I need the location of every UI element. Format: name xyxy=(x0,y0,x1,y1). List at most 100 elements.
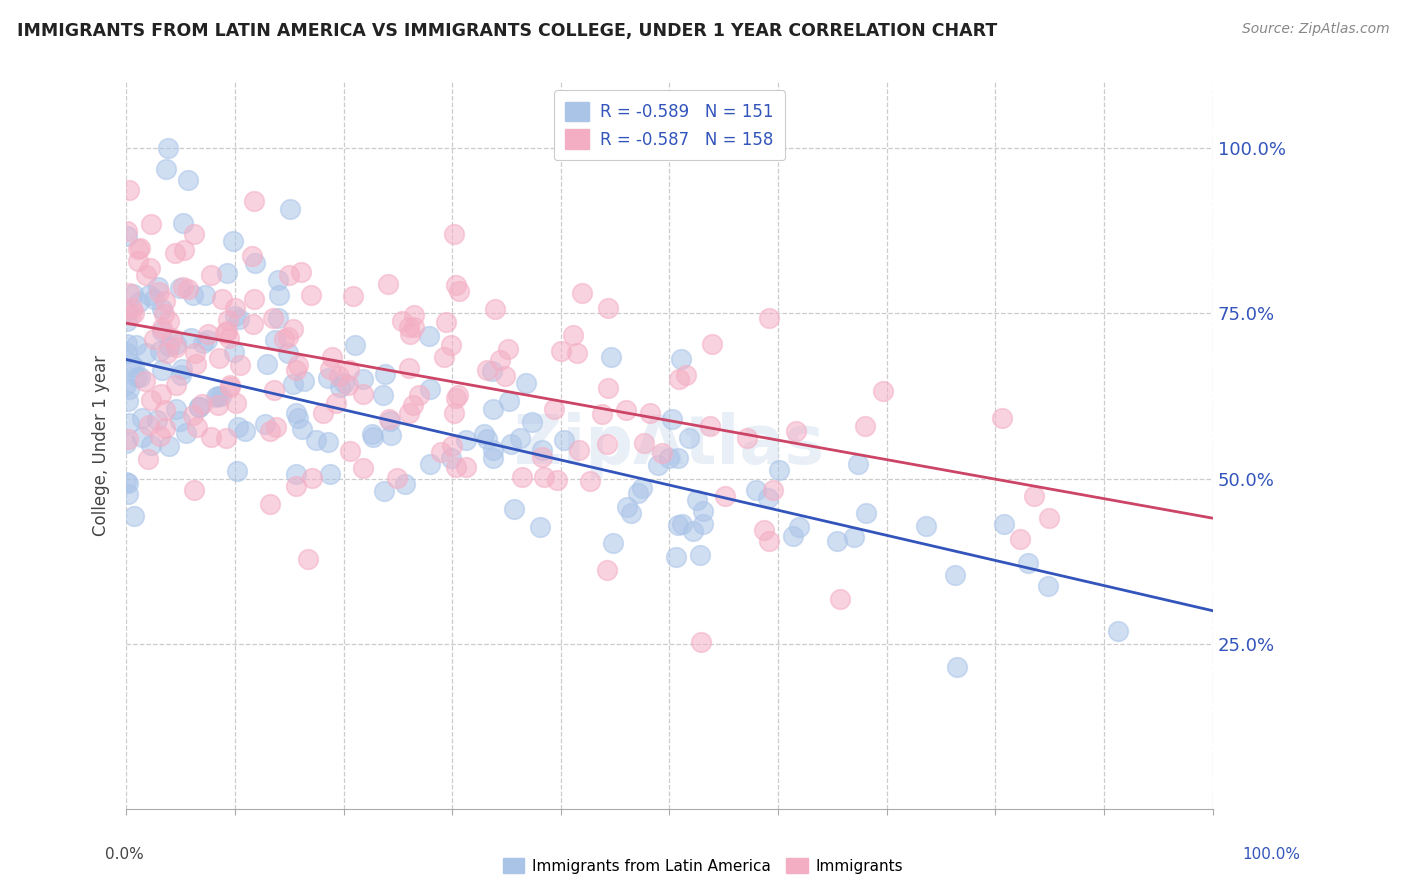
Point xyxy=(316,435,339,450)
Point xyxy=(402,309,425,323)
Point xyxy=(666,517,689,532)
Point xyxy=(328,380,350,394)
Point xyxy=(142,332,165,346)
Point xyxy=(148,285,170,300)
Point xyxy=(440,451,463,466)
Point xyxy=(319,362,342,376)
Point xyxy=(217,313,239,327)
Point xyxy=(321,350,343,364)
Point xyxy=(118,416,141,430)
Point xyxy=(290,265,312,279)
Point xyxy=(215,431,238,445)
Point xyxy=(915,518,938,533)
Point xyxy=(713,489,735,503)
Point xyxy=(259,497,281,511)
Point xyxy=(361,426,384,441)
Point xyxy=(484,301,506,316)
Point xyxy=(482,442,505,457)
Point xyxy=(433,350,456,364)
Point xyxy=(267,310,290,325)
Point xyxy=(169,281,191,295)
Point xyxy=(444,278,467,293)
Point xyxy=(194,288,217,302)
Point xyxy=(501,437,523,451)
Point xyxy=(118,382,141,396)
Text: Source: ZipAtlas.com: Source: ZipAtlas.com xyxy=(1241,22,1389,37)
Point xyxy=(1008,533,1031,547)
Point xyxy=(510,470,533,484)
Point xyxy=(122,306,145,320)
Point xyxy=(398,360,420,375)
Point xyxy=(440,338,463,352)
Point xyxy=(135,268,157,283)
Point xyxy=(169,414,191,428)
Point xyxy=(285,363,308,377)
Point xyxy=(446,391,468,405)
Point xyxy=(496,342,519,356)
Point xyxy=(675,368,697,383)
Point xyxy=(671,517,693,532)
Point xyxy=(553,433,575,447)
Point xyxy=(121,301,143,315)
Point xyxy=(125,338,148,352)
Point xyxy=(138,452,160,467)
Point xyxy=(377,277,399,291)
Point xyxy=(224,301,246,315)
Point xyxy=(156,345,179,359)
Point xyxy=(150,324,173,338)
Point xyxy=(374,367,396,381)
Point xyxy=(768,463,790,477)
Y-axis label: College, Under 1 year: College, Under 1 year xyxy=(93,355,110,536)
Point xyxy=(666,450,689,465)
Point xyxy=(398,319,420,334)
Point xyxy=(657,451,679,466)
Point xyxy=(186,419,208,434)
Point xyxy=(853,419,876,434)
Point xyxy=(352,460,374,475)
Point xyxy=(118,182,141,196)
Point xyxy=(943,568,966,582)
Point xyxy=(117,476,139,491)
Point xyxy=(328,368,350,383)
Point xyxy=(128,295,150,310)
Point xyxy=(263,383,285,397)
Text: ZipAtlas: ZipAtlas xyxy=(515,412,824,478)
Point xyxy=(128,370,150,384)
Point xyxy=(138,418,160,433)
Point xyxy=(242,249,264,263)
Point xyxy=(475,363,498,377)
Point xyxy=(135,346,157,360)
Point xyxy=(699,418,721,433)
Point xyxy=(702,337,724,351)
Point xyxy=(153,402,176,417)
Point xyxy=(339,444,361,458)
Point xyxy=(215,324,238,338)
Point xyxy=(160,330,183,344)
Point xyxy=(285,479,308,493)
Point xyxy=(373,483,395,498)
Text: IMMIGRANTS FROM LATIN AMERICA VS IMMIGRANTS COLLEGE, UNDER 1 YEAR CORRELATION CH: IMMIGRANTS FROM LATIN AMERICA VS IMMIGRA… xyxy=(17,22,997,40)
Point xyxy=(758,533,780,548)
Point xyxy=(444,460,467,475)
Point xyxy=(229,358,252,372)
Point xyxy=(127,242,149,256)
Point xyxy=(762,483,785,498)
Point xyxy=(325,396,347,410)
Point xyxy=(245,256,267,270)
Point xyxy=(752,523,775,537)
Point xyxy=(647,458,669,473)
Point xyxy=(115,228,138,243)
Point xyxy=(846,458,869,472)
Point xyxy=(118,285,141,300)
Point xyxy=(1038,511,1060,525)
Point xyxy=(475,432,498,446)
Point xyxy=(337,363,360,377)
Text: 0.0%: 0.0% xyxy=(105,847,145,862)
Point xyxy=(207,398,229,412)
Point xyxy=(221,234,243,248)
Point xyxy=(264,333,287,347)
Point xyxy=(117,487,139,501)
Point xyxy=(157,141,180,155)
Point xyxy=(447,285,470,299)
Point xyxy=(115,314,138,328)
